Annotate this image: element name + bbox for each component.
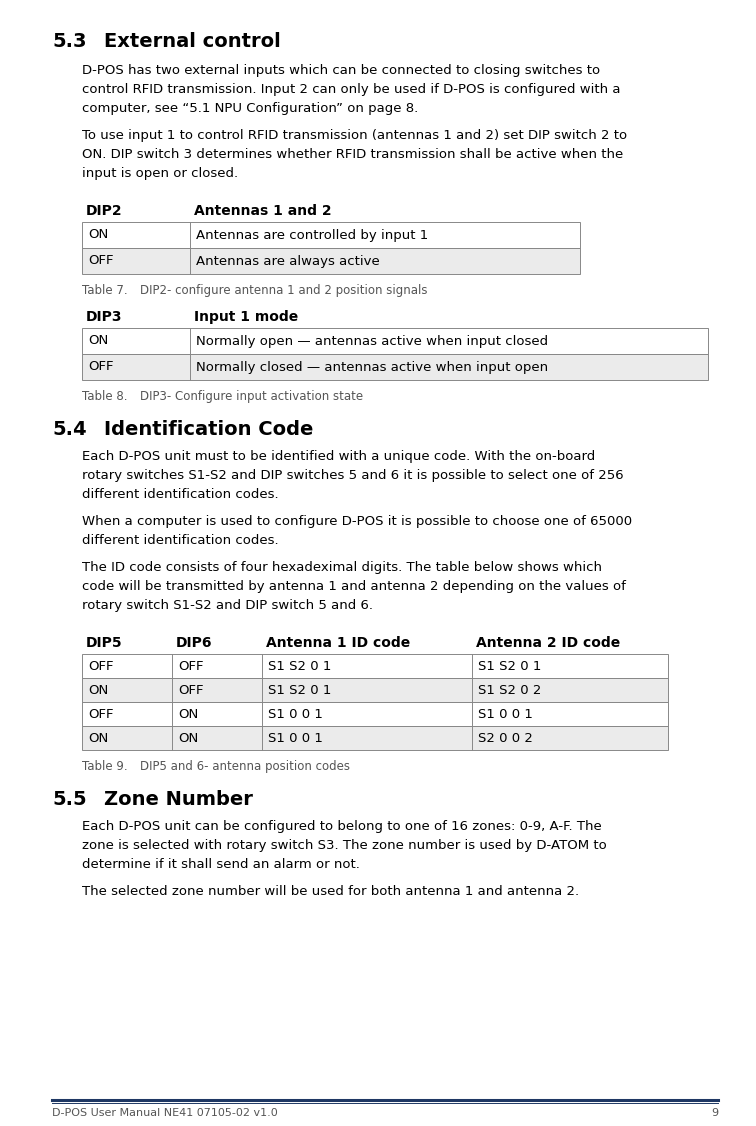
- Text: Antennas are controlled by input 1: Antennas are controlled by input 1: [196, 229, 428, 241]
- Text: To use input 1 to control RFID transmission (antennas 1 and 2) set DIP switch 2 : To use input 1 to control RFID transmiss…: [82, 129, 627, 142]
- Text: DIP6: DIP6: [176, 636, 212, 650]
- Text: OFF: OFF: [178, 683, 203, 697]
- Text: code will be transmitted by antenna 1 and antenna 2 depending on the values of: code will be transmitted by antenna 1 an…: [82, 580, 626, 593]
- Text: Antennas 1 and 2: Antennas 1 and 2: [194, 204, 332, 218]
- Text: ON: ON: [88, 732, 108, 744]
- Bar: [82, 726, 668, 750]
- Text: DIP5 and 6- antenna position codes: DIP5 and 6- antenna position codes: [140, 760, 350, 774]
- Text: Input 1 mode: Input 1 mode: [194, 310, 299, 324]
- Bar: [82, 222, 580, 248]
- Text: S1 0 0 1: S1 0 0 1: [268, 707, 323, 721]
- Text: DIP3: DIP3: [86, 310, 122, 324]
- Bar: [82, 328, 708, 354]
- Bar: [82, 678, 668, 701]
- Text: Antenna 2 ID code: Antenna 2 ID code: [476, 636, 620, 650]
- Text: Normally open — antennas active when input closed: Normally open — antennas active when inp…: [196, 334, 548, 348]
- Text: DIP5: DIP5: [86, 636, 122, 650]
- Text: D-POS User Manual NE41 07105-02 v1.0: D-POS User Manual NE41 07105-02 v1.0: [52, 1108, 277, 1118]
- Text: 9: 9: [711, 1108, 718, 1118]
- Text: S1 0 0 1: S1 0 0 1: [268, 732, 323, 744]
- Text: External control: External control: [104, 32, 280, 51]
- Text: S1 S2 0 2: S1 S2 0 2: [478, 683, 541, 697]
- Text: different identification codes.: different identification codes.: [82, 534, 279, 547]
- Text: ON: ON: [88, 683, 108, 697]
- Text: S2 0 0 2: S2 0 0 2: [478, 732, 533, 744]
- Text: Each D-POS unit can be configured to belong to one of 16 zones: 0-9, A-F. The: Each D-POS unit can be configured to bel…: [82, 820, 602, 833]
- Text: Each D-POS unit must to be identified with a unique code. With the on-board: Each D-POS unit must to be identified wi…: [82, 450, 595, 463]
- Text: Normally closed — antennas active when input open: Normally closed — antennas active when i…: [196, 360, 548, 374]
- Text: DIP2: DIP2: [86, 204, 122, 218]
- Text: Identification Code: Identification Code: [104, 420, 314, 439]
- Text: S1 S2 0 1: S1 S2 0 1: [478, 660, 541, 672]
- Text: Zone Number: Zone Number: [104, 790, 253, 808]
- Bar: [82, 654, 668, 678]
- Text: zone is selected with rotary switch S3. The zone number is used by D-ATOM to: zone is selected with rotary switch S3. …: [82, 839, 607, 852]
- Text: OFF: OFF: [88, 254, 113, 268]
- Text: Antenna 1 ID code: Antenna 1 ID code: [266, 636, 411, 650]
- Bar: [82, 248, 580, 274]
- Bar: [82, 726, 668, 750]
- Text: S1 0 0 1: S1 0 0 1: [478, 707, 533, 721]
- Text: computer, see “5.1 NPU Configuration” on page 8.: computer, see “5.1 NPU Configuration” on…: [82, 102, 418, 115]
- Text: OFF: OFF: [88, 360, 113, 374]
- Text: Table 8.: Table 8.: [82, 390, 128, 403]
- Bar: [82, 354, 708, 379]
- Text: 5.4: 5.4: [52, 420, 87, 439]
- Text: When a computer is used to configure D-POS it is possible to choose one of 65000: When a computer is used to configure D-P…: [82, 515, 632, 528]
- Text: control RFID transmission. Input 2 can only be used if D-POS is configured with : control RFID transmission. Input 2 can o…: [82, 83, 621, 96]
- Text: DIP3- Configure input activation state: DIP3- Configure input activation state: [140, 390, 363, 403]
- Text: 5.5: 5.5: [52, 790, 87, 808]
- Text: The selected zone number will be used for both antenna 1 and antenna 2.: The selected zone number will be used fo…: [82, 885, 579, 899]
- Text: S1 S2 0 1: S1 S2 0 1: [268, 660, 331, 672]
- Text: Antennas are always active: Antennas are always active: [196, 254, 380, 268]
- Text: ON: ON: [88, 229, 108, 241]
- Text: DIP2- configure antenna 1 and 2 position signals: DIP2- configure antenna 1 and 2 position…: [140, 284, 427, 297]
- Bar: [82, 354, 708, 379]
- Text: ON: ON: [178, 707, 198, 721]
- Text: rotary switch S1-S2 and DIP switch 5 and 6.: rotary switch S1-S2 and DIP switch 5 and…: [82, 599, 373, 613]
- Text: Table 9.: Table 9.: [82, 760, 128, 774]
- Text: OFF: OFF: [178, 660, 203, 672]
- Text: S1 S2 0 1: S1 S2 0 1: [268, 683, 331, 697]
- Text: ON: ON: [88, 334, 108, 348]
- Text: ON: ON: [178, 732, 198, 744]
- Bar: [82, 678, 668, 701]
- Bar: [82, 701, 668, 726]
- Text: The ID code consists of four hexadeximal digits. The table below shows which: The ID code consists of four hexadeximal…: [82, 561, 602, 574]
- Text: ON. DIP switch 3 determines whether RFID transmission shall be active when the: ON. DIP switch 3 determines whether RFID…: [82, 148, 623, 161]
- Bar: [82, 654, 668, 678]
- Text: 5.3: 5.3: [52, 32, 86, 51]
- Text: rotary switches S1-S2 and DIP switches 5 and 6 it is possible to select one of 2: rotary switches S1-S2 and DIP switches 5…: [82, 470, 624, 482]
- Bar: [82, 328, 708, 354]
- Text: D-POS has two external inputs which can be connected to closing switches to: D-POS has two external inputs which can …: [82, 64, 600, 77]
- Text: OFF: OFF: [88, 707, 113, 721]
- Text: OFF: OFF: [88, 660, 113, 672]
- Bar: [82, 222, 580, 248]
- Text: Table 7.: Table 7.: [82, 284, 128, 297]
- Text: input is open or closed.: input is open or closed.: [82, 167, 238, 180]
- Bar: [82, 248, 580, 274]
- Bar: [82, 701, 668, 726]
- Text: different identification codes.: different identification codes.: [82, 488, 279, 501]
- Text: determine if it shall send an alarm or not.: determine if it shall send an alarm or n…: [82, 858, 360, 872]
